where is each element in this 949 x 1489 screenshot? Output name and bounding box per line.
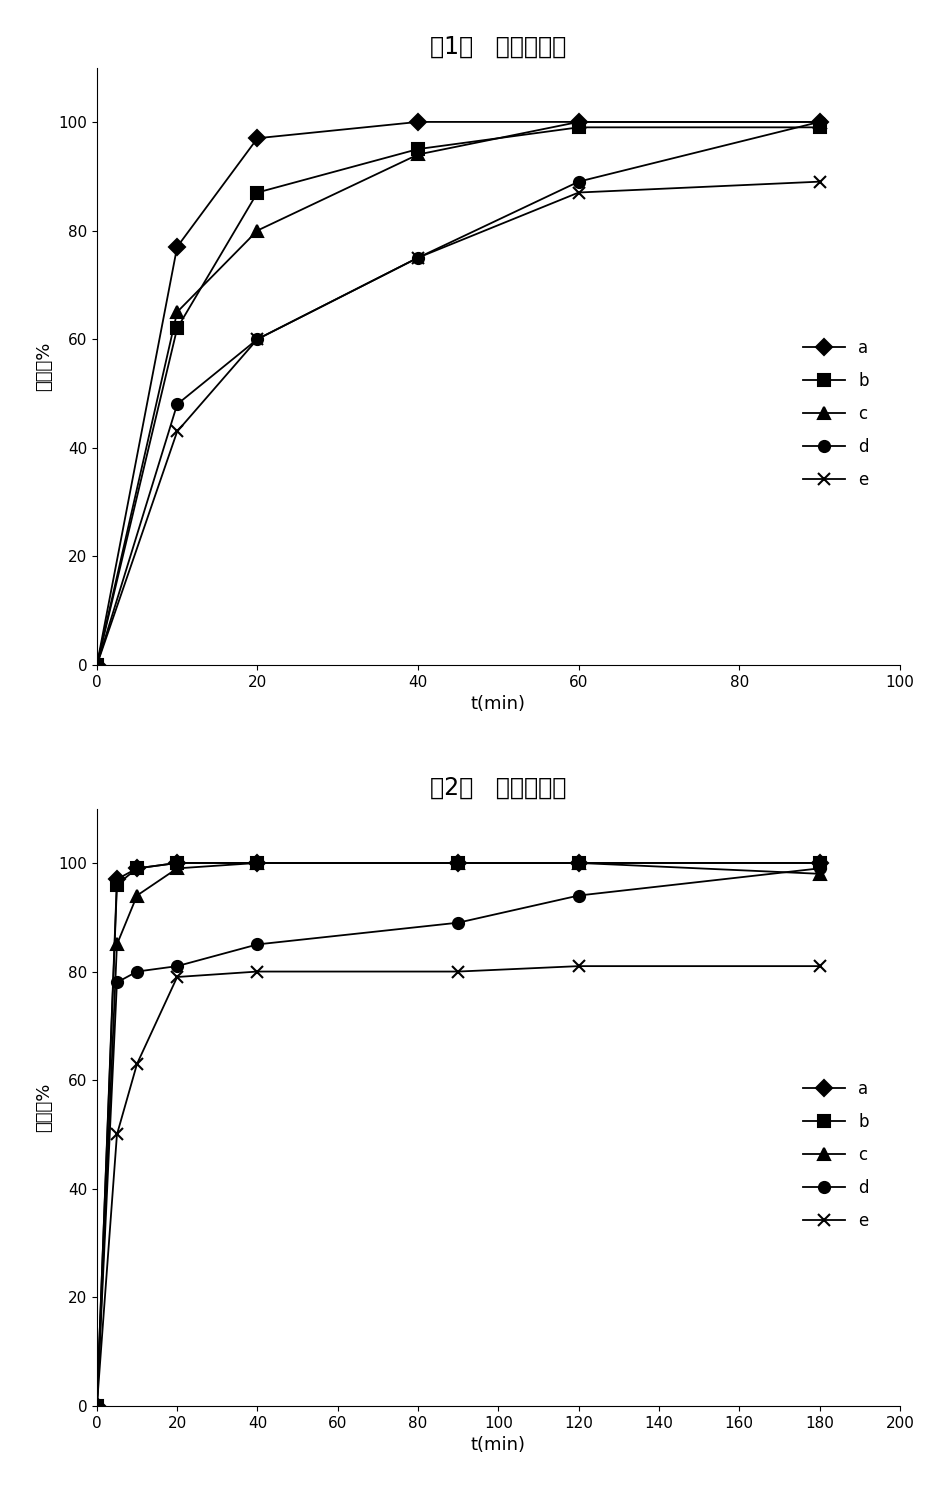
Line: d: d: [91, 862, 825, 1412]
Y-axis label: 去除率%: 去除率%: [35, 341, 53, 392]
a: [131, 859, 142, 877]
c: [251, 855, 263, 873]
d: [91, 1397, 102, 1415]
Line: b: b: [91, 122, 825, 670]
e: [814, 173, 826, 191]
e: [172, 968, 183, 986]
a: [172, 238, 183, 256]
e: [91, 657, 102, 675]
d: [172, 957, 183, 975]
c: [91, 1397, 102, 1415]
b: [413, 140, 424, 158]
a: [111, 870, 122, 887]
a: [413, 113, 424, 131]
e: [172, 423, 183, 441]
Legend: a, b, c, d, e: a, b, c, d, e: [796, 332, 875, 496]
Line: d: d: [91, 116, 825, 670]
e: [111, 1126, 122, 1144]
c: [453, 855, 464, 873]
e: [91, 1397, 102, 1415]
X-axis label: t(min): t(min): [471, 1437, 526, 1455]
b: [131, 859, 142, 877]
Legend: a, b, c, d, e: a, b, c, d, e: [796, 1074, 875, 1237]
d: [251, 935, 263, 953]
Title: （2）   太阳光催化: （2） 太阳光催化: [430, 776, 567, 800]
b: [453, 855, 464, 873]
Line: c: c: [91, 116, 825, 670]
d: [91, 657, 102, 675]
d: [573, 886, 585, 904]
b: [91, 1397, 102, 1415]
a: [91, 1397, 102, 1415]
Line: a: a: [91, 116, 825, 670]
a: [573, 113, 585, 131]
c: [251, 222, 263, 240]
e: [131, 1054, 142, 1072]
b: [814, 119, 826, 137]
d: [814, 859, 826, 877]
c: [111, 935, 122, 953]
b: [251, 183, 263, 201]
c: [814, 865, 826, 883]
d: [111, 974, 122, 992]
e: [251, 962, 263, 980]
e: [251, 331, 263, 348]
c: [573, 855, 585, 873]
b: [251, 855, 263, 873]
Line: e: e: [90, 960, 826, 1412]
Line: e: e: [90, 176, 826, 672]
c: [91, 657, 102, 675]
e: [573, 183, 585, 201]
c: [814, 113, 826, 131]
d: [413, 249, 424, 267]
d: [172, 396, 183, 414]
b: [573, 119, 585, 137]
d: [453, 914, 464, 932]
c: [172, 859, 183, 877]
b: [91, 657, 102, 675]
e: [573, 957, 585, 975]
a: [91, 657, 102, 675]
d: [251, 331, 263, 348]
a: [814, 113, 826, 131]
Line: b: b: [91, 858, 825, 1412]
a: [251, 855, 263, 873]
b: [172, 855, 183, 873]
Title: （1）   可见光催化: （1） 可见光催化: [430, 34, 567, 58]
d: [131, 962, 142, 980]
c: [573, 113, 585, 131]
b: [814, 855, 826, 873]
a: [573, 855, 585, 873]
e: [453, 962, 464, 980]
e: [814, 957, 826, 975]
a: [172, 855, 183, 873]
a: [251, 130, 263, 147]
Line: a: a: [91, 858, 825, 1412]
c: [413, 146, 424, 164]
b: [172, 319, 183, 337]
b: [573, 855, 585, 873]
Line: c: c: [91, 858, 825, 1412]
d: [814, 113, 826, 131]
a: [453, 855, 464, 873]
c: [131, 886, 142, 904]
e: [413, 249, 424, 267]
X-axis label: t(min): t(min): [471, 695, 526, 713]
b: [111, 876, 122, 893]
Y-axis label: 去除率%: 去除率%: [35, 1083, 53, 1132]
c: [172, 304, 183, 322]
d: [573, 173, 585, 191]
a: [814, 855, 826, 873]
